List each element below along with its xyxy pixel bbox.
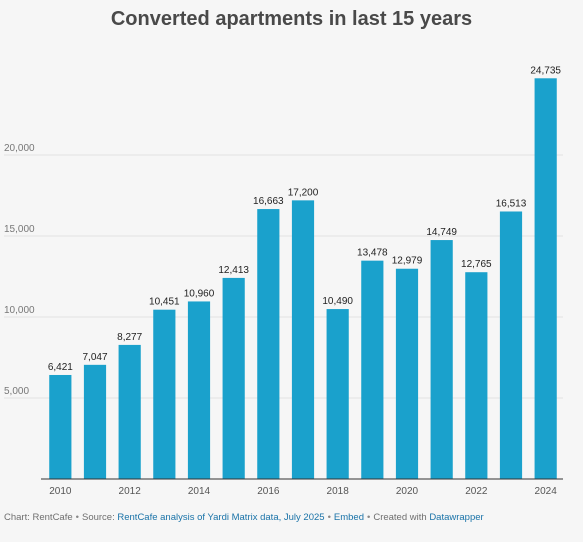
x-tick-label: 2018 [327,486,350,497]
separator-dot: • [327,512,331,523]
created-with-text: Created with [373,512,427,523]
chart-title: Converted apartments in last 15 years [110,8,473,30]
bar-value-label: 7,047 [82,352,107,363]
bar-value-label: 6,421 [48,362,73,373]
bar [326,309,349,479]
bar-value-label: 17,200 [288,187,319,198]
x-tick-label: 2024 [535,486,558,497]
x-tick-label: 2014 [188,486,211,497]
bar [257,209,280,480]
bar-value-label: 10,490 [322,296,353,307]
embed-link[interactable]: Embed [333,512,364,523]
x-tick-label: 2012 [119,486,142,497]
bar [430,240,453,479]
bar [153,309,176,479]
bar-value-label: 10,451 [149,297,180,308]
bar-value-label: 16,513 [496,198,527,209]
y-tick-label: 20,000 [4,143,35,154]
bar-value-label: 13,478 [357,248,388,259]
bar [361,260,384,479]
bar [49,374,72,479]
bar-value-label: 12,979 [392,256,423,267]
bar [187,301,211,479]
separator-dot: • [75,512,79,523]
separator-dot: • [367,512,371,523]
bar [534,78,557,479]
x-tick-label: 2010 [49,486,72,497]
chart-credit: Chart: RentCafe [4,512,73,523]
bar-value-label: 14,749 [426,227,457,238]
source-prefix: Source: [81,512,115,523]
bar-value-label: 24,735 [530,65,561,76]
bar [222,277,245,479]
datawrapper-link[interactable]: Datawrapper [429,512,484,523]
bar [291,200,315,480]
bar-value-label: 16,663 [253,196,284,207]
bar-value-label: 12,765 [461,259,492,270]
y-tick-label: 15,000 [4,224,35,235]
bar-value-label: 12,413 [218,265,249,276]
bar [465,272,488,479]
y-tick-label: 5,000 [4,386,29,397]
bar [499,211,523,480]
bar [83,364,107,479]
y-tick-label: 10,000 [4,305,35,316]
x-tick-label: 2022 [465,486,488,497]
source-link[interactable]: RentCafe analysis of Yardi Matrix data, … [117,512,325,523]
bar [395,268,419,479]
bar-value-label: 8,277 [117,332,142,343]
x-tick-label: 2016 [257,486,280,497]
bar-value-label: 10,960 [184,288,215,299]
bar [118,344,141,479]
x-tick-label: 2020 [396,486,419,497]
chart-footer: Chart: RentCafe • Source: RentCafe analysi… [4,512,484,523]
